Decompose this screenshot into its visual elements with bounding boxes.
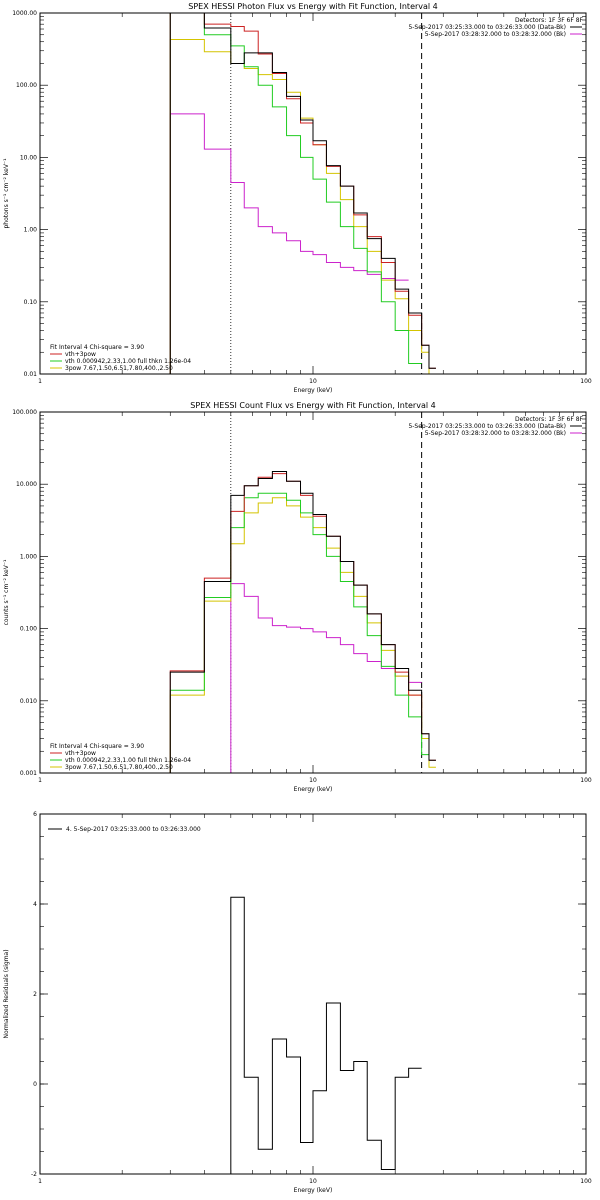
y-tick-label: 2 xyxy=(33,991,37,998)
legend-header: Detectors: 1F 3F 6F 8F xyxy=(515,416,584,423)
series-line-background xyxy=(169,113,409,374)
x-axis-label: Energy (keV) xyxy=(294,1187,333,1194)
fit-legend-entry: 3pow 7.67,1.50,6.51,7.80,400.,2.50 xyxy=(65,365,173,372)
legend-entry: 4. 5-Sep-2017 03:25:33.000 to 03:26:33.0… xyxy=(66,826,201,833)
fit-legend-header: Fit Interval 4 Chi-square = 3.90 xyxy=(50,743,144,750)
x-axis-label: Energy (keV) xyxy=(294,786,333,793)
chart-title: SPEX HESSI Photon Flux vs Energy with Fi… xyxy=(188,2,438,11)
y-tick-label: 6 xyxy=(33,811,37,818)
x-tick-label: 10 xyxy=(309,777,317,784)
y-tick-label: 10.000 xyxy=(16,481,37,488)
fit-legend-header: Fit Interval 4 Chi-square = 3.90 xyxy=(50,344,144,351)
y-tick-label: 1.000 xyxy=(20,553,37,560)
fit-legend-entry: vth 0.000942,2.33,1.00 full thkn 1.26e-0… xyxy=(65,757,191,764)
series-line-data xyxy=(169,13,436,374)
fit-legend-entry: 3pow 7.67,1.50,6.51,7.80,400.,2.50 xyxy=(65,764,173,771)
x-tick-label: 1 xyxy=(38,378,42,385)
fit-legend-entry: vth 0.000942,2.33,1.00 full thkn 1.26e-0… xyxy=(65,358,191,365)
series-group xyxy=(230,896,422,1174)
plot-frame xyxy=(39,411,587,774)
legend-entry: 5-Sep-2017 03:25:33.000 to 03:26:33.000 … xyxy=(408,423,566,430)
series-line-3pow xyxy=(169,497,436,773)
y-axis-label: counts s⁻¹ cm⁻² keV⁻¹ xyxy=(3,559,10,625)
x-tick-label: 1 xyxy=(38,1178,42,1185)
fit-legend-entry: vth+3pow xyxy=(65,750,96,757)
chart-panel-2: SPEX HESSI Count Flux vs Energy with Fit… xyxy=(3,401,592,793)
y-tick-label: 0.010 xyxy=(20,698,37,705)
chart-title: SPEX HESSI Count Flux vs Energy with Fit… xyxy=(190,401,435,410)
x-tick-label: 10 xyxy=(309,1178,317,1185)
y-tick-label: 4 xyxy=(33,901,37,908)
series-line-vth xyxy=(169,13,422,374)
y-tick-label: 0.10 xyxy=(24,299,38,306)
y-tick-label: 0 xyxy=(33,1081,37,1088)
series-line-data xyxy=(169,470,436,773)
x-tick-label: 100 xyxy=(580,1178,592,1185)
series-group xyxy=(169,470,436,773)
x-tick-label: 100 xyxy=(580,378,592,385)
x-tick-label: 100 xyxy=(580,777,592,784)
y-tick-label: -2 xyxy=(31,1171,37,1178)
y-axis-label: photons s⁻¹ cm⁻² keV⁻¹ xyxy=(3,158,10,229)
x-tick-label: 1 xyxy=(38,777,42,784)
chart-panel-3: 1 10 100 Energy (keV) -2 0 2 4 6 Normalized Resid… xyxy=(3,811,592,1194)
plot-frame xyxy=(39,813,587,1175)
series-line-vth xyxy=(169,492,429,773)
y-tick-label: 100.000 xyxy=(12,409,37,416)
y-tick-label: 0.001 xyxy=(20,770,37,777)
legend-entry: 5-Sep-2017 03:25:33.000 to 03:26:33.000 … xyxy=(408,24,566,31)
fit-legend-entry: vth+3pow xyxy=(65,351,96,358)
y-tick-label: 10.00 xyxy=(20,154,37,161)
y-tick-label: 0.01 xyxy=(24,371,38,378)
plot-frame xyxy=(39,12,587,375)
y-tick-label: 100.00 xyxy=(16,82,37,89)
series-line-background xyxy=(230,583,422,773)
legend-header: Detectors: 1F 3F 6F 8F xyxy=(515,17,584,24)
series-line-residuals xyxy=(230,896,422,1174)
series-line-vth+3pow xyxy=(169,473,436,773)
series-line-vth+3pow xyxy=(169,13,436,374)
y-tick-label: 0.100 xyxy=(20,626,37,633)
y-tick-label: 1.00 xyxy=(24,227,38,234)
y-tick-label: 1000.00 xyxy=(12,10,37,17)
y-axis-label: Normalized Residuals (sigma) xyxy=(3,949,10,1038)
series-group xyxy=(169,13,436,374)
series-line-3pow xyxy=(169,38,436,374)
legend-entry: 5-Sep-2017 03:28:32.000 to 03:28:32.000 … xyxy=(425,430,566,437)
x-tick-label: 10 xyxy=(309,378,317,385)
legend-entry: 5-Sep-2017 03:28:32.000 to 03:28:32.000 … xyxy=(425,31,566,38)
chart-panel-1: SPEX HESSI Photon Flux vs Energy with Fi… xyxy=(3,2,592,394)
x-axis-label: Energy (keV) xyxy=(294,387,333,394)
